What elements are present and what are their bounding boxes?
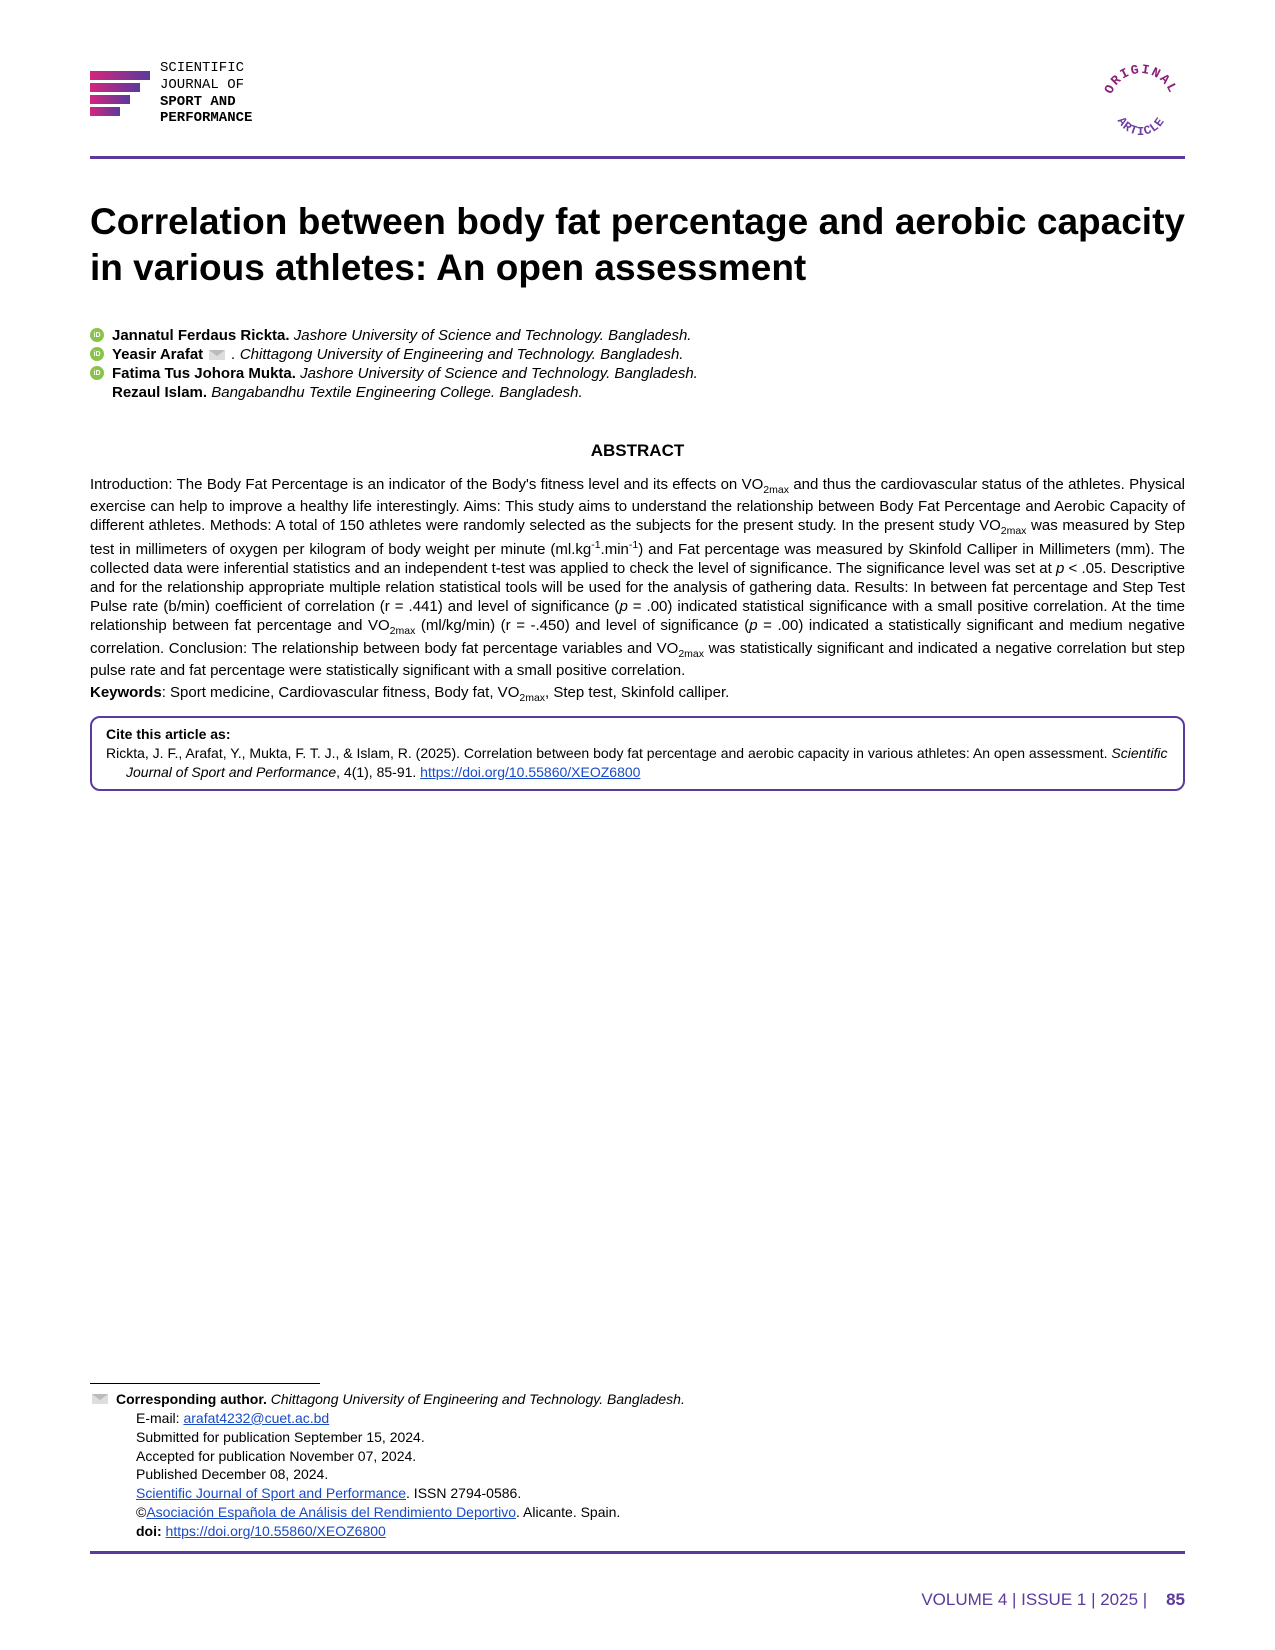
keywords-label: Keywords (90, 684, 162, 701)
author-line: Yeasir Arafat . Chittagong University of… (90, 346, 1185, 363)
article-title: Correlation between body fat percentage … (90, 199, 1185, 292)
journal-line: SPORT AND (160, 94, 252, 111)
association-suffix: . Alicante. Spain. (516, 1504, 620, 1520)
email-label: E-mail: (136, 1410, 183, 1426)
page-header: SCIENTIFIC JOURNAL OF SPORT AND PERFORMA… (90, 60, 1185, 148)
citation-middle: , 4(1), 85-91. (336, 764, 420, 780)
doi-link[interactable]: https://doi.org/10.55860/XEOZ6800 (166, 1523, 386, 1539)
author-affiliation: Bangabandhu Textile Engineering College.… (211, 384, 582, 401)
author-affiliation: Jashore University of Science and Techno… (300, 365, 698, 382)
citation-prefix: Rickta, J. F., Arafat, Y., Mukta, F. T. … (106, 745, 1111, 761)
page-footer: VOLUME 4 | ISSUE 1 | 2025 | 85 (921, 1590, 1185, 1610)
mail-icon (92, 1394, 108, 1404)
logo-bars-icon (90, 71, 150, 116)
orcid-spacer (90, 385, 104, 399)
author-list: Jannatul Ferdaus Rickta. Jashore Univers… (90, 327, 1185, 401)
published-line: Published December 08, 2024. (90, 1465, 1185, 1484)
corresponding-label: Corresponding author. (116, 1391, 267, 1407)
header-rule (90, 156, 1185, 159)
author-name: Yeasir Arafat (112, 346, 203, 363)
email-link[interactable]: arafat4232@cuet.ac.bd (183, 1410, 329, 1426)
corresponding-affil: Chittagong University of Engineering and… (271, 1391, 685, 1407)
citation-text: Rickta, J. F., Arafat, Y., Mukta, F. T. … (106, 744, 1169, 780)
journal-line: PERFORMANCE (160, 110, 252, 127)
author-name: Jannatul Ferdaus Rickta. (112, 327, 290, 344)
mail-icon (209, 350, 225, 360)
journal-name: SCIENTIFIC JOURNAL OF SPORT AND PERFORMA… (160, 60, 252, 127)
keywords-line: Keywords: Sport medicine, Cardiovascular… (90, 684, 1185, 704)
author-line: Jannatul Ferdaus Rickta. Jashore Univers… (90, 327, 1185, 344)
citation-box: Cite this article as: Rickta, J. F., Ara… (90, 716, 1185, 790)
author-text: Yeasir Arafat . Chittagong University of… (112, 346, 683, 363)
email-line: E-mail: arafat4232@cuet.ac.bd (90, 1409, 1185, 1428)
citation-heading: Cite this article as: (106, 726, 1169, 742)
author-affiliation: . Chittagong University of Engineering a… (232, 346, 684, 363)
author-line: Fatima Tus Johora Mukta. Jashore Univers… (90, 365, 1185, 382)
svg-text:ARTICLE: ARTICLE (1114, 115, 1168, 139)
author-name: Fatima Tus Johora Mukta. (112, 365, 296, 382)
footnote-rule (90, 1383, 320, 1384)
article-type-badge: ORIGINAL ARTICLE (1097, 60, 1185, 148)
orcid-icon[interactable] (90, 366, 104, 380)
copyright-line: ©Asociación Española de Análisis del Ren… (90, 1503, 1185, 1522)
copyright-symbol: © (136, 1504, 146, 1520)
author-text: Rezaul Islam. Bangabandhu Textile Engine… (112, 384, 583, 401)
journal-line: JOURNAL OF (160, 77, 252, 94)
journal-link[interactable]: Scientific Journal of Sport and Performa… (136, 1485, 406, 1501)
author-line: Rezaul Islam. Bangabandhu Textile Engine… (90, 384, 1185, 401)
footer-content: Corresponding author. Chittagong Univers… (90, 1390, 1185, 1541)
journal-logo: SCIENTIFIC JOURNAL OF SPORT AND PERFORMA… (90, 60, 252, 127)
issn-text: . ISSN 2794-0586. (406, 1485, 521, 1501)
footer-rule (90, 1551, 1185, 1554)
author-text: Jannatul Ferdaus Rickta. Jashore Univers… (112, 327, 691, 344)
accepted-line: Accepted for publication November 07, 20… (90, 1447, 1185, 1466)
corresponding-author-line: Corresponding author. Chittagong Univers… (90, 1390, 1185, 1409)
doi-line: doi: https://doi.org/10.55860/XEOZ6800 (90, 1522, 1185, 1541)
doi-label: doi: (136, 1523, 166, 1539)
author-name: Rezaul Islam. (112, 384, 207, 401)
orcid-icon[interactable] (90, 328, 104, 342)
citation-doi-link[interactable]: https://doi.org/10.55860/XEOZ6800 (420, 764, 640, 780)
volume-issue: VOLUME 4 | ISSUE 1 | 2025 | (921, 1590, 1147, 1609)
keywords-text: : Sport medicine, Cardiovascular fitness… (162, 684, 730, 701)
association-link[interactable]: Asociación Española de Análisis del Rend… (146, 1504, 516, 1520)
author-affiliation: Jashore University of Science and Techno… (294, 327, 692, 344)
submitted-line: Submitted for publication September 15, … (90, 1428, 1185, 1447)
footer-block: Corresponding author. Chittagong Univers… (90, 1383, 1185, 1560)
author-text: Fatima Tus Johora Mukta. Jashore Univers… (112, 365, 698, 382)
abstract-body: Introduction: The Body Fat Percentage is… (90, 475, 1185, 681)
circular-badge-icon: ORIGINAL ARTICLE (1097, 60, 1185, 148)
page-number: 85 (1166, 1590, 1185, 1609)
journal-issn-line: Scientific Journal of Sport and Performa… (90, 1484, 1185, 1503)
abstract-heading: ABSTRACT (90, 441, 1185, 461)
journal-line: SCIENTIFIC (160, 60, 252, 77)
svg-text:ORIGINAL: ORIGINAL (1101, 62, 1180, 96)
orcid-icon[interactable] (90, 347, 104, 361)
